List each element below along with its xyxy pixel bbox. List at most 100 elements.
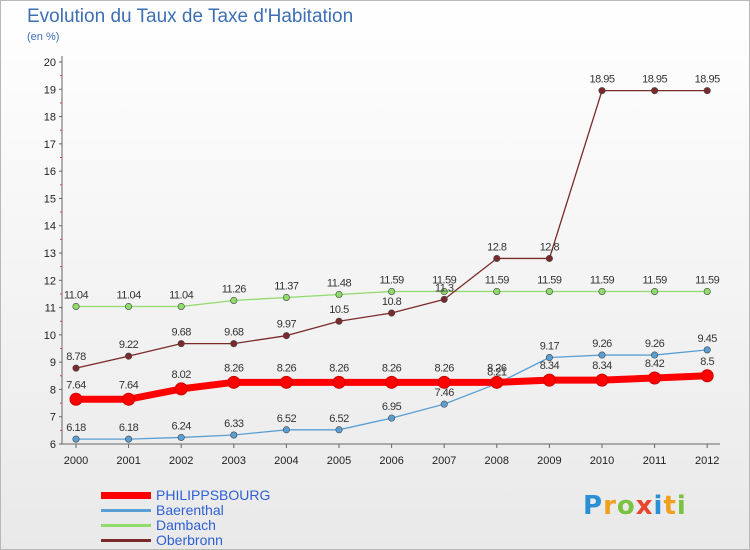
data-point-dambach (598, 287, 606, 295)
data-point-oberbronn (125, 352, 133, 360)
data-label-oberbronn: 18.95 (589, 74, 614, 86)
data-label-dambach: 11.26 (222, 283, 247, 295)
data-point-philippsbourg (542, 373, 556, 387)
y-tick-label: 16 (44, 166, 56, 178)
data-label-baerenthal: 6.24 (171, 420, 191, 432)
legend-label: PHILIPPSBOURG (156, 487, 271, 503)
data-point-oberbronn (230, 340, 238, 348)
x-tick-label: 2008 (485, 455, 509, 467)
data-label-baerenthal: 6.18 (119, 422, 139, 434)
data-point-baerenthal (598, 351, 606, 359)
data-point-baerenthal (72, 435, 80, 443)
data-point-philippsbourg (595, 373, 609, 387)
x-tick-label: 2001 (116, 455, 140, 467)
data-label-philippsbourg: 8.26 (382, 362, 402, 374)
data-label-dambach: 11.48 (327, 277, 352, 289)
chart-axes: 6 7 8 9 10 11 12 13 14 15 16 17 18 19 20 2000 2001 2002 20… (44, 56, 720, 467)
data-point-baerenthal (230, 431, 238, 439)
data-point-dambach (651, 287, 659, 295)
data-label-dambach: 11.59 (695, 274, 720, 286)
data-point-philippsbourg (490, 375, 504, 389)
data-label-dambach: 11.04 (64, 289, 89, 301)
legend-item-baerenthal: Baerenthal (101, 502, 341, 518)
x-tick-label: 2002 (169, 455, 193, 467)
logo-letter: o (616, 491, 636, 521)
data-point-oberbronn (335, 317, 343, 325)
data-point-philippsbourg (279, 375, 293, 389)
data-label-oberbronn: 18.95 (695, 74, 720, 86)
data-label-baerenthal: 7.46 (434, 387, 454, 399)
data-label-philippsbourg: 8.26 (329, 362, 349, 374)
data-label-philippsbourg: 8.26 (434, 362, 454, 374)
chart-title: Evolution du Taux de Taxe d'Habitation (27, 6, 354, 27)
data-label-oberbronn: 18.95 (642, 74, 667, 86)
x-tick-label: 2005 (327, 455, 351, 467)
data-point-oberbronn (282, 332, 290, 340)
y-tick-label: 12 (44, 275, 56, 287)
y-tick-label: 11 (45, 303, 56, 315)
data-point-philippsbourg (174, 382, 188, 396)
data-label-oberbronn: 9.97 (277, 319, 297, 331)
data-point-dambach (72, 302, 80, 310)
y-tick-label: 7 (50, 412, 56, 424)
x-tick-label: 2011 (643, 455, 667, 467)
data-label-dambach: 11.37 (274, 280, 299, 292)
data-point-philippsbourg (69, 392, 83, 406)
y-tick-label: 17 (44, 139, 56, 151)
series-layer (69, 87, 714, 443)
logo-letter: i (676, 491, 687, 521)
data-label-dambach: 11.04 (116, 289, 141, 301)
data-label-philippsbourg: 8.02 (171, 369, 191, 381)
data-label-dambach: 11.04 (169, 289, 194, 301)
y-tick-label: 13 (44, 248, 56, 260)
data-point-dambach (440, 287, 448, 295)
data-label-dambach: 11.59 (379, 274, 404, 286)
y-tick-label: 14 (44, 221, 56, 233)
data-label-baerenthal: 9.17 (540, 341, 560, 353)
data-point-dambach (388, 287, 396, 295)
data-label-philippsbourg: 7.64 (66, 379, 86, 391)
data-point-dambach (703, 287, 711, 295)
legend-swatch (101, 509, 151, 512)
data-label-baerenthal: 6.95 (382, 401, 402, 413)
data-point-philippsbourg (437, 375, 451, 389)
data-label-philippsbourg: 7.64 (119, 379, 139, 391)
data-label-oberbronn: 9.22 (119, 339, 139, 351)
y-tick-label: 20 (44, 57, 56, 69)
data-point-baerenthal (125, 435, 133, 443)
data-point-oberbronn (72, 364, 80, 372)
legend-label: Oberbronn (156, 532, 223, 548)
data-point-dambach (125, 302, 133, 310)
data-label-dambach: 11.59 (432, 274, 457, 286)
data-label-oberbronn: 10.5 (329, 304, 349, 316)
data-label-baerenthal: 6.52 (329, 413, 349, 425)
data-labels: 11.04 11.04 11.04 11.26 11.37 11.48 11.59 11.59… (64, 74, 721, 434)
data-point-oberbronn (440, 295, 448, 303)
data-label-oberbronn: 9.68 (171, 327, 191, 339)
data-point-philippsbourg (227, 375, 241, 389)
data-point-dambach (282, 293, 290, 301)
y-tick-label: 6 (50, 439, 56, 451)
data-label-philippsbourg: 8.5 (700, 356, 714, 368)
data-point-baerenthal (388, 414, 396, 422)
data-point-dambach (545, 287, 553, 295)
data-label-baerenthal: 9.45 (697, 333, 717, 345)
y-tick-label: 9 (50, 357, 56, 369)
legend: PHILIPPSBOURG Baerenthal Dambach Oberbro… (101, 487, 341, 548)
data-label-philippsbourg: 8.26 (487, 362, 507, 374)
data-point-baerenthal (177, 433, 185, 441)
x-tick-label: 2006 (379, 455, 403, 467)
data-label-baerenthal: 6.33 (224, 418, 244, 430)
logo-letter: t (663, 491, 677, 521)
legend-item-dambach: Dambach (101, 517, 341, 533)
y-tick-label: 18 (44, 112, 56, 124)
data-label-baerenthal: 8.21 (487, 367, 507, 379)
logo-letter: r (603, 491, 617, 521)
proxiti-logo: Proxiti (583, 491, 687, 521)
data-label-oberbronn: 12.8 (487, 241, 507, 253)
data-point-baerenthal (651, 351, 659, 359)
data-point-oberbronn (493, 254, 501, 262)
data-label-dambach: 11.59 (590, 274, 615, 286)
data-point-philippsbourg (332, 375, 346, 389)
